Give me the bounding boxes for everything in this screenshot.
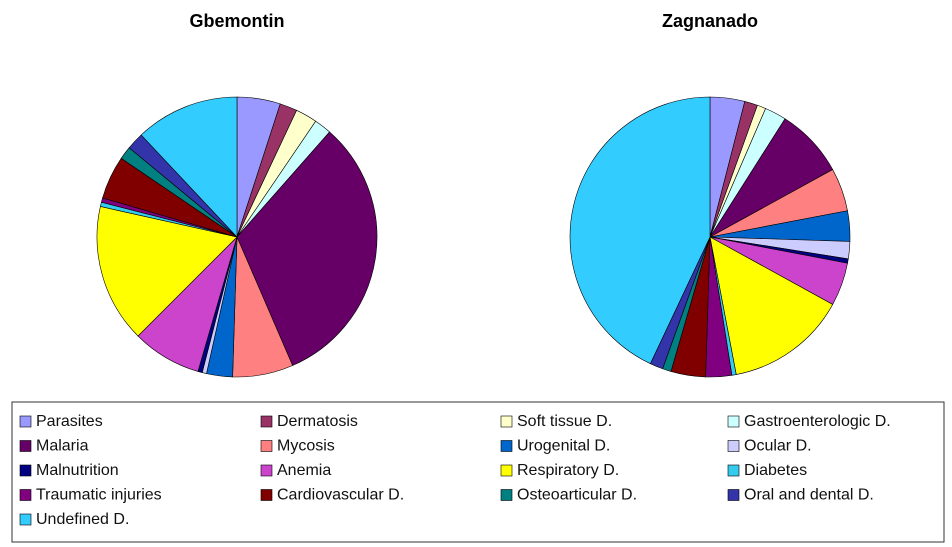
- legend-swatch: [260, 489, 273, 501]
- legend-swatch: [260, 464, 273, 477]
- legend-label: Urogenital D.: [517, 438, 610, 455]
- legend-swatch: [19, 489, 32, 501]
- legend-box: [11, 401, 945, 543]
- legend-label: Cardiovascular D.: [277, 487, 404, 504]
- legend-swatch: [19, 440, 32, 452]
- legend-swatch: [19, 415, 32, 428]
- legend-swatch: [727, 489, 740, 501]
- legend-label: Ocular D.: [744, 438, 812, 455]
- legend-label: Malnutrition: [36, 462, 119, 479]
- legend-label: Parasites: [36, 413, 103, 430]
- legend-label: Traumatic injuries: [36, 487, 162, 504]
- legend-swatch: [727, 464, 740, 477]
- chart-title: Zagnanado: [662, 11, 758, 31]
- legend-swatch: [500, 440, 513, 452]
- legend-label: Dermatosis: [277, 413, 358, 430]
- legend-label: Osteoarticular D.: [517, 487, 637, 504]
- legend-swatch: [500, 489, 513, 501]
- pie-slice: [140, 96, 238, 238]
- legend-swatch: [727, 415, 740, 428]
- pie-slice: [236, 131, 378, 366]
- legend-label: Diabetes: [744, 462, 807, 479]
- legend-label: Undefined D.: [36, 511, 129, 528]
- pie-slice: [709, 236, 834, 375]
- legend-label: Oral and dental D.: [744, 487, 874, 504]
- legend-swatch: [19, 464, 32, 477]
- legend-swatch: [260, 440, 273, 452]
- pie-slice: [569, 96, 711, 365]
- legend-swatch: [500, 464, 513, 477]
- legend-label: Respiratory D.: [517, 462, 619, 479]
- legend-label: Soft tissue D.: [517, 413, 612, 430]
- legend-swatch: [260, 415, 273, 428]
- pie-slice: [96, 206, 238, 337]
- legend-label: Malaria: [36, 438, 89, 455]
- legend-swatch: [727, 440, 740, 452]
- legend-label: Mycosis: [277, 438, 335, 455]
- legend-label: Anemia: [277, 462, 331, 479]
- legend-swatch: [19, 513, 32, 526]
- chart-title: Gbemontin: [190, 11, 285, 31]
- legend-label: Gastroenterologic D.: [744, 413, 891, 430]
- legend-swatch: [500, 415, 513, 428]
